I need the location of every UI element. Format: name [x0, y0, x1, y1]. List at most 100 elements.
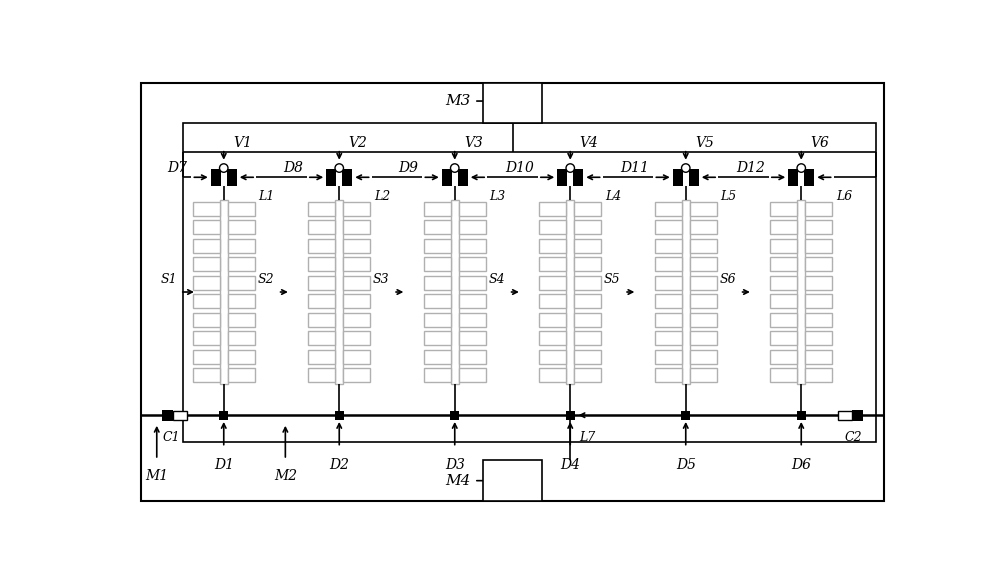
Bar — [459, 276, 486, 290]
Text: D2: D2 — [329, 457, 349, 471]
Bar — [805, 221, 832, 234]
Bar — [451, 200, 459, 384]
Bar — [539, 294, 566, 308]
Text: L5: L5 — [720, 189, 737, 203]
Text: V3: V3 — [464, 136, 483, 151]
Bar — [655, 294, 682, 308]
Bar — [459, 239, 486, 253]
Circle shape — [335, 164, 343, 173]
Bar — [424, 276, 451, 290]
Bar — [342, 169, 352, 186]
Text: L6: L6 — [836, 189, 852, 203]
Bar — [539, 331, 566, 345]
Bar — [690, 331, 717, 345]
Bar — [690, 350, 717, 364]
Bar — [539, 350, 566, 364]
Text: V6: V6 — [810, 136, 829, 151]
Circle shape — [682, 164, 690, 173]
Bar — [193, 294, 220, 308]
Bar — [574, 202, 601, 216]
Bar — [797, 200, 805, 384]
Bar — [852, 410, 863, 420]
Text: D3: D3 — [445, 457, 465, 471]
Bar — [219, 411, 228, 420]
Bar — [162, 410, 173, 420]
Text: L2: L2 — [374, 189, 390, 203]
Bar — [228, 313, 255, 327]
Bar — [539, 313, 566, 327]
Bar — [690, 276, 717, 290]
Text: S3: S3 — [373, 273, 389, 286]
Bar — [557, 169, 567, 186]
Text: D1: D1 — [214, 457, 234, 471]
Text: D9: D9 — [399, 161, 419, 175]
Bar — [450, 411, 459, 420]
Circle shape — [566, 164, 574, 173]
Bar — [343, 239, 370, 253]
Bar — [539, 257, 566, 271]
Bar — [655, 202, 682, 216]
Bar — [770, 221, 797, 234]
Bar — [690, 368, 717, 382]
Bar — [539, 276, 566, 290]
Bar — [805, 294, 832, 308]
Bar — [770, 239, 797, 253]
Bar — [193, 239, 220, 253]
Bar — [805, 313, 832, 327]
Bar — [343, 313, 370, 327]
Bar — [770, 331, 797, 345]
Text: M2: M2 — [274, 469, 297, 483]
Text: C2: C2 — [845, 431, 862, 444]
Bar — [442, 169, 452, 186]
Bar — [193, 331, 220, 345]
Text: D5: D5 — [676, 457, 696, 471]
Bar — [690, 221, 717, 234]
Bar — [770, 257, 797, 271]
Bar — [797, 411, 806, 420]
Bar — [539, 221, 566, 234]
Text: L3: L3 — [489, 189, 506, 203]
Text: C1: C1 — [163, 431, 180, 444]
Text: M3: M3 — [445, 94, 470, 108]
Bar — [228, 221, 255, 234]
Bar — [424, 368, 451, 382]
Bar — [574, 350, 601, 364]
Bar — [689, 169, 699, 186]
Bar — [483, 460, 542, 501]
Text: D10: D10 — [505, 161, 534, 175]
Bar — [655, 350, 682, 364]
Text: S4: S4 — [488, 273, 505, 286]
Bar — [690, 313, 717, 327]
Bar — [770, 368, 797, 382]
Bar — [655, 313, 682, 327]
Text: S5: S5 — [604, 273, 620, 286]
Bar — [805, 276, 832, 290]
Bar — [539, 368, 566, 382]
Bar — [308, 257, 335, 271]
Bar — [574, 276, 601, 290]
Bar — [459, 257, 486, 271]
Bar — [308, 202, 335, 216]
Bar — [173, 411, 187, 420]
Bar — [228, 202, 255, 216]
Bar — [211, 169, 221, 186]
Bar — [574, 294, 601, 308]
Text: V5: V5 — [695, 136, 714, 151]
Text: D12: D12 — [736, 161, 765, 175]
Bar — [308, 239, 335, 253]
Bar — [805, 368, 832, 382]
Bar — [566, 200, 574, 384]
Bar — [228, 257, 255, 271]
Bar — [574, 313, 601, 327]
Bar — [574, 221, 601, 234]
Text: M1: M1 — [145, 469, 168, 483]
Bar — [690, 294, 717, 308]
Bar — [228, 368, 255, 382]
Bar — [805, 202, 832, 216]
Bar — [655, 239, 682, 253]
Bar — [343, 294, 370, 308]
Bar — [424, 313, 451, 327]
Text: S2: S2 — [257, 273, 274, 286]
Bar — [805, 350, 832, 364]
Bar — [193, 313, 220, 327]
